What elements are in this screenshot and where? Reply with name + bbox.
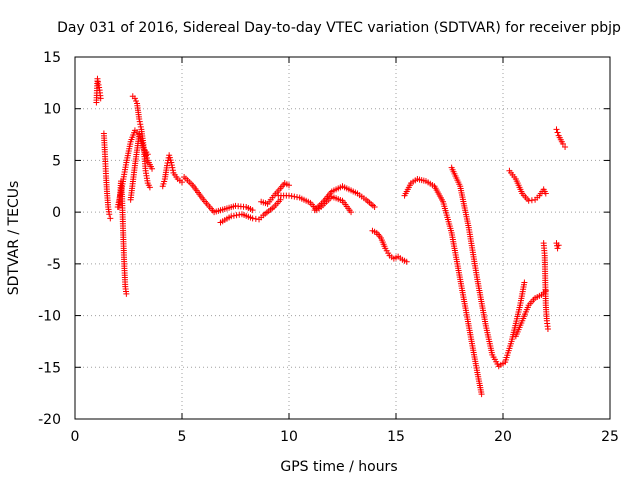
data-point-trail (137, 121, 144, 128)
data-point-trail (169, 167, 176, 174)
data-point (286, 192, 292, 199)
data-point-trail (291, 193, 298, 200)
y-tick-label: -5 (47, 257, 61, 273)
data-point-trail (137, 123, 144, 130)
data-point-trail (168, 162, 175, 169)
data-point (478, 391, 485, 398)
data-point (146, 184, 153, 191)
data-point-trail (554, 129, 561, 136)
data-point (106, 211, 113, 218)
data-point (562, 143, 569, 150)
data-point (123, 290, 130, 297)
x-tick-label: 20 (494, 429, 512, 445)
data-point (371, 203, 378, 210)
data-point (403, 258, 410, 265)
y-axis-title: SDTVAR / TECUs (6, 181, 22, 296)
y-tick-label: -15 (38, 360, 61, 376)
data-point (544, 326, 551, 333)
data-point-trail (136, 118, 143, 125)
data-point (553, 126, 560, 133)
y-tick-label: 0 (52, 205, 61, 221)
data-point (95, 81, 102, 88)
data-point (521, 279, 528, 286)
data-point (249, 215, 256, 222)
data-point (555, 242, 562, 249)
y-tick-label: -10 (38, 309, 61, 325)
data-point-trail (164, 160, 171, 167)
data-point-trail (528, 197, 535, 204)
data-point (136, 116, 143, 123)
data-point (525, 197, 532, 204)
data-point-trail (288, 193, 295, 200)
data-point-trail (95, 78, 102, 85)
data-point-trail (169, 164, 176, 171)
data-point (107, 215, 114, 222)
x-tick-label: 15 (387, 429, 405, 445)
data-point (277, 196, 284, 203)
y-tick-label: 5 (52, 153, 61, 169)
x-tick-label: 25 (601, 429, 619, 445)
y-tick-label: -20 (38, 412, 61, 428)
data-point-trail (252, 215, 259, 222)
data-point (94, 75, 101, 82)
data-point-trail (132, 97, 139, 104)
data-point (164, 162, 171, 169)
x-tick-label: 10 (280, 429, 298, 445)
data-point (554, 245, 561, 252)
x-tick-label: 0 (71, 429, 80, 445)
grid-lines (75, 57, 610, 419)
data-point-trail (294, 194, 301, 201)
data-point (348, 209, 355, 216)
data-point (228, 213, 235, 220)
data-point (542, 190, 549, 197)
data-point (97, 95, 104, 102)
axis-tick-labels: 0 5 10 15 20 25 15 10 5 0 -5 -10 -15 -20 (38, 50, 619, 445)
data-point-trail (96, 84, 103, 91)
data-point-trail (230, 212, 237, 219)
axis-ticks (74, 56, 611, 420)
x-axis-title: GPS time / hours (280, 459, 397, 475)
x-tick-label: 5 (178, 429, 187, 445)
chart-title: Day 031 of 2016, Sidereal Day-to-day VTE… (57, 20, 621, 36)
data-point (559, 140, 566, 147)
data-points (93, 75, 569, 398)
plot-frame (74, 56, 611, 420)
data-point (168, 159, 175, 166)
data-point (131, 95, 138, 102)
y-tick-label: 15 (43, 50, 61, 66)
data-point (249, 207, 256, 214)
data-point (179, 179, 185, 186)
data-point (286, 182, 292, 189)
data-point-trail (233, 212, 240, 219)
data-point (149, 165, 156, 172)
y-tick-label: 10 (43, 102, 61, 118)
